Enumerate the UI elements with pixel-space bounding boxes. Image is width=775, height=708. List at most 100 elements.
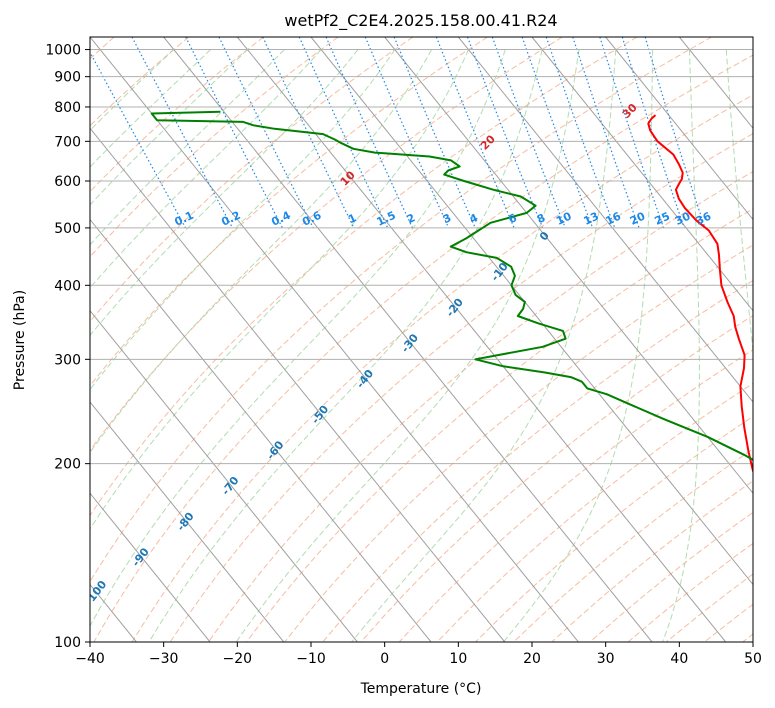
mixing-ratio-label: 2 — [405, 211, 417, 226]
moist-adiabat-line — [90, 49, 506, 627]
dewpoint-profile-line — [150, 110, 753, 461]
y-tick-label: 800 — [54, 100, 81, 116]
dry-adiabat-line — [398, 349, 753, 642]
moist-adiabat-line — [235, 49, 580, 642]
moist-adiabat-line — [90, 49, 433, 454]
dry-adiabat-line — [90, 37, 339, 258]
x-tick-label: 50 — [744, 651, 762, 667]
dry-adiabat-line — [90, 37, 414, 323]
dry-adiabat-line — [90, 37, 638, 517]
mixing-ratio-label: 6 — [506, 211, 519, 226]
moist-adiabat-line — [90, 49, 359, 337]
x-tick-label: 30 — [597, 651, 615, 667]
mixing-ratio-label: 20 — [628, 209, 648, 227]
plot-frame — [89, 36, 754, 643]
mixing-ratio-label: 10 — [554, 209, 574, 227]
dry-adiabat-line — [513, 448, 753, 642]
isotherm-line — [163, 37, 653, 642]
x-axis-title: Temperature (°C) — [360, 681, 482, 697]
dry-adiabat-line — [360, 314, 753, 642]
x-tick-label: 0 — [380, 651, 389, 667]
mixing-ratio-line — [521, 37, 594, 229]
mixing-ratio-label: 30 — [673, 209, 693, 227]
moist-adiabat-line — [148, 49, 543, 642]
mixing-ratio-label: 13 — [582, 210, 601, 228]
dry-adiabat-line — [90, 37, 264, 193]
mixing-ratio-label: 0.1 — [173, 209, 196, 229]
isotherm-line — [678, 37, 753, 130]
mixing-ratio-line — [572, 37, 640, 229]
mixing-ratio-line — [491, 37, 566, 229]
mixing-ratio-label: 0.6 — [300, 209, 323, 229]
moist-adiabat-line — [90, 49, 175, 132]
dry-adiabat-line — [90, 37, 190, 127]
dry-adiabat-line — [436, 382, 753, 642]
mixing-ratio-line — [325, 37, 414, 229]
y-axis-title: Pressure (hPa) — [12, 290, 28, 390]
y-tick-label: 300 — [54, 352, 81, 368]
dry-adiabat-line — [322, 280, 753, 642]
x-tick-label: −20 — [223, 651, 253, 667]
moist-adiabat-line — [90, 49, 469, 530]
mixing-ratio-line — [393, 37, 476, 229]
isotherm-line — [0, 37, 63, 642]
isotherm-line — [384, 37, 753, 495]
dry-adiabat-line — [90, 37, 488, 387]
x-tick-label: −10 — [296, 651, 326, 667]
dry-adiabat-label: 40 — [763, 73, 775, 93]
isotherm-line — [310, 37, 753, 586]
mixing-ratio-label: 36 — [694, 209, 714, 227]
dry-adiabat-line — [742, 633, 753, 642]
isotherm-line — [90, 309, 358, 642]
mixing-ratio-label: 0.2 — [219, 209, 242, 229]
y-tick-label: 1000 — [45, 43, 81, 59]
dry-adiabat-line — [90, 37, 563, 452]
mixing-ratio-line — [545, 37, 616, 229]
mixing-ratio-line — [90, 51, 187, 229]
y-tick-label: 600 — [54, 174, 81, 190]
mixing-ratio-line — [435, 37, 515, 229]
mixing-ratio-line — [599, 37, 665, 229]
x-tick-label: 10 — [449, 651, 467, 667]
isotherm-line — [752, 37, 753, 38]
dry-adiabat-line — [665, 573, 753, 642]
mixing-ratio-line — [218, 37, 314, 229]
isotherm-line — [90, 218, 432, 642]
dry-adiabat-line — [90, 37, 712, 583]
y-tick-label: 700 — [54, 134, 81, 150]
mixing-ratio-label: 8 — [535, 211, 547, 226]
mixing-ratio-label: 25 — [653, 210, 672, 228]
dry-adiabat-line — [246, 208, 753, 642]
isotherm-line — [90, 127, 506, 642]
x-tick-label: −40 — [75, 651, 105, 667]
moist-adiabat-line — [90, 49, 248, 206]
moist-adiabat-line — [90, 49, 396, 391]
dry-adiabat-label: 10 — [338, 168, 358, 188]
mixing-ratio-label: 1 — [346, 211, 358, 226]
isotherm-line — [236, 37, 727, 642]
mixing-ratio-label: 3 — [441, 211, 453, 226]
moist-adiabat-line — [725, 49, 753, 356]
mixing-ratio-line — [621, 37, 685, 229]
mixing-ratio-line — [185, 37, 284, 229]
dry-adiabat-line — [207, 171, 753, 642]
y-tick-label: 500 — [54, 221, 81, 237]
dry-adiabat-line — [169, 133, 753, 642]
mixing-ratio-line — [466, 37, 544, 229]
temperature-profile-line — [647, 114, 753, 474]
moist-adiabat-line — [351, 49, 617, 642]
mixing-ratio-label: 16 — [604, 209, 624, 227]
moist-adiabat-line — [90, 49, 322, 289]
y-tick-label: 400 — [54, 278, 81, 294]
isotherm-line — [90, 401, 285, 642]
y-tick-label: 100 — [54, 635, 81, 651]
mixing-ratio-label: 4 — [468, 211, 481, 226]
dry-adiabat-line — [131, 94, 753, 642]
isotherm-line — [90, 37, 579, 642]
mixing-ratio-label: 0.4 — [269, 209, 292, 229]
mixing-ratio-line — [644, 37, 706, 229]
moist-adiabat-line — [662, 49, 700, 642]
mixing-ratio-line — [131, 37, 234, 229]
x-tick-label: −30 — [149, 651, 179, 667]
